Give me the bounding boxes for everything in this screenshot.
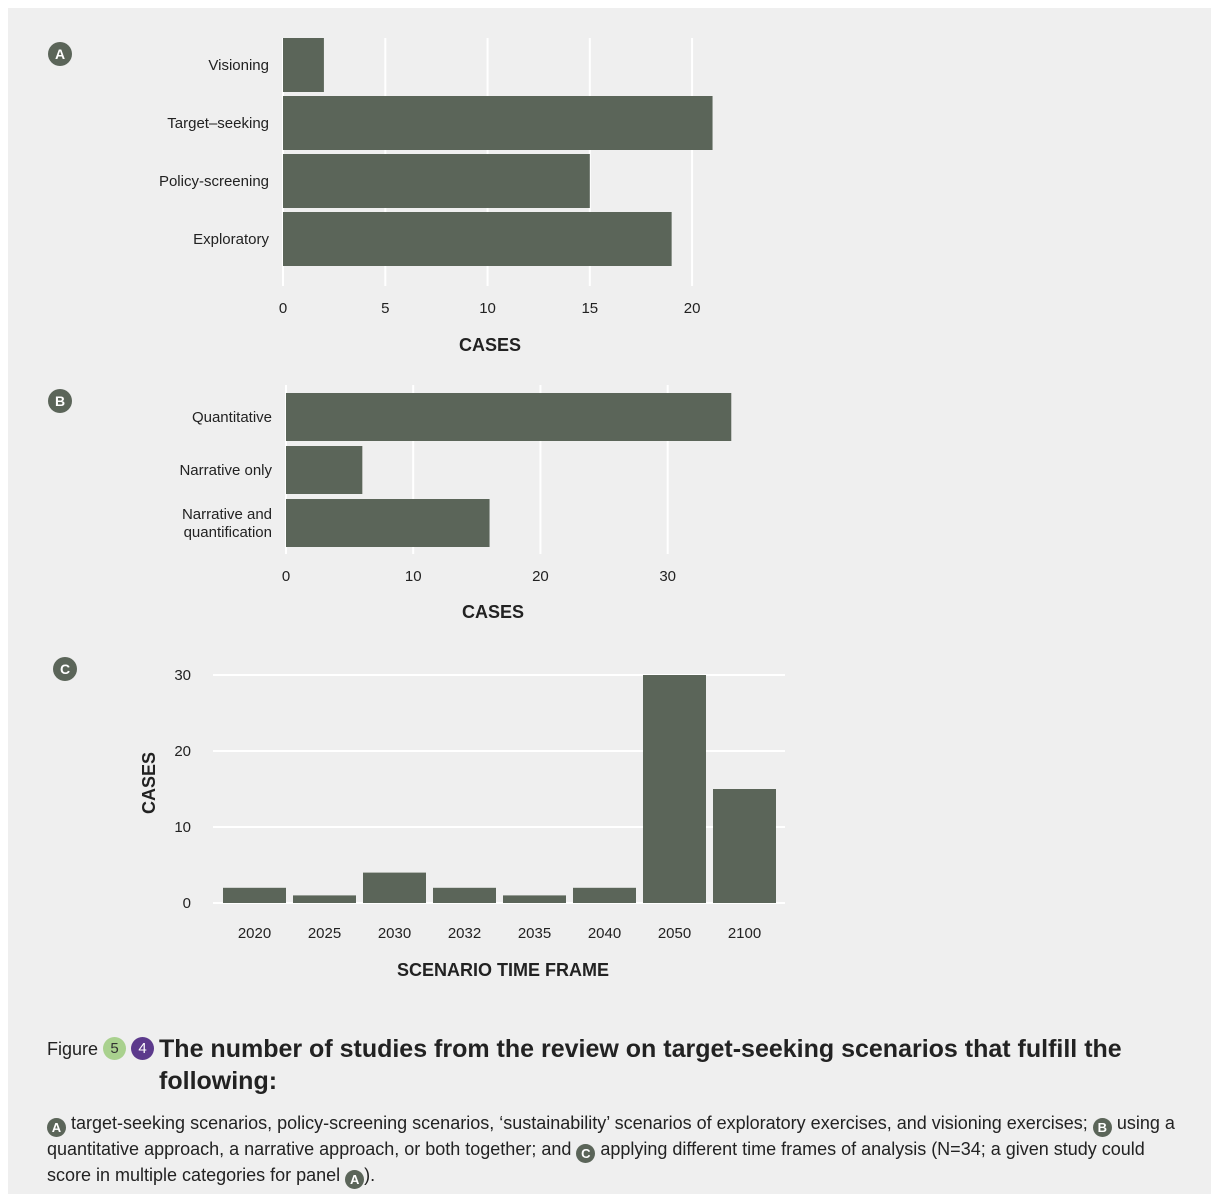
panel-b-category-label: quantification [184,524,272,541]
panel-c-bar [293,895,356,903]
panel-a-badge [48,42,72,66]
panel-b-bar [286,499,490,547]
panel-c-bar [223,887,286,903]
panel-b-bar [286,393,732,441]
panel-ref-a: A [47,1118,66,1137]
panel-b-tick-label: 30 [659,568,676,585]
panel-c-badge-label: C [60,661,70,677]
panel-a-tick-label: 0 [279,300,287,317]
panel-a-tick-label: 20 [684,300,701,317]
panel-c-category-label: 2030 [378,925,411,942]
panel-c-category-label: 2040 [588,925,621,942]
panel-a-category-label: Target–seeking [167,115,269,132]
panel-c-category-label: 2020 [238,925,271,942]
panel-c-badge [53,657,77,681]
panel-b-category-label: Quantitative [192,409,272,426]
panel-c-bar [363,872,426,903]
panel-b-axis-label: CASES [462,602,524,622]
panel-c-category-label: 2035 [518,925,551,942]
panel-c-bar [433,887,496,903]
panel-c-x-axis-label: SCENARIO TIME FRAME [397,960,609,980]
panel-c-tick-label: 10 [174,819,191,836]
figure-number-badge: 5 [103,1037,127,1060]
panel-c-tick-label: 20 [174,743,191,760]
panel-a-bar [283,96,713,150]
panel-a-tick-label: 5 [381,300,389,317]
panel-b-category-label: Narrative and [182,506,272,523]
panel-b-badge-label: B [55,393,65,409]
panel-c-category-label: 2032 [448,925,481,942]
figure-title: The number of studies from the review on… [159,1035,1122,1095]
panel-a-badge-label: A [55,46,65,62]
figure-caption: Figure 5 4 The number of studies from th… [47,1033,1182,1189]
panel-a-category-label: Policy-screening [159,173,269,190]
caption-text-c: applying different time frames of analys… [47,1139,1145,1185]
panel-c-bar [643,675,706,903]
panel-c-category-label: 2050 [658,925,691,942]
figure-label: Figure [47,1039,99,1059]
figure-description: A target-seeking scenarios, policy-scree… [47,1111,1182,1189]
caption-text-end: ). [364,1165,376,1185]
panel-a-category-label: Visioning [208,57,269,74]
panel-a-category-label: Exploratory [193,231,269,248]
panel-a-tick-label: 15 [581,300,598,317]
panel-a-bar [283,38,324,92]
panel-ref-b: B [1092,1118,1112,1137]
figure-charts: Visioning Target–seeking Policy-screening E… [48,38,785,980]
panel-b-tick-label: 10 [405,568,422,585]
panel-c-bar [503,895,566,903]
panel-b-badge [48,389,72,413]
panel-b-tick-label: 20 [532,568,549,585]
panel-ref-a-end: A [345,1170,365,1189]
panel-c-category-label: 2100 [728,925,761,942]
panel-b-tick-label: 0 [282,568,290,585]
panel-c-category-label: 2025 [308,925,341,942]
panel-c-tick-label: 0 [183,895,191,912]
figure-number-badge-secondary: 4 [131,1037,155,1060]
panel-a-tick-label: 10 [479,300,496,317]
panel-c-y-axis-label: CASES [139,752,159,814]
panel-c-bar [713,789,776,903]
caption-text-b: using a quantitative approach, a narrati… [47,1113,1175,1159]
panel-a-axis-label: CASES [459,335,521,355]
caption-text-a: target-seeking scenarios, policy-screeni… [66,1113,1093,1133]
panel-b-bar [286,446,363,494]
figure-panel: Visioning Target–seeking Policy-screening E… [8,8,1211,1194]
panel-c-tick-label: 30 [174,667,191,684]
panel-c-bar [573,887,636,903]
panel-a-bar [283,154,590,208]
panel-b-category-label: Narrative only [179,462,272,479]
panel-ref-c: C [576,1144,596,1163]
panel-a-bar [283,212,672,266]
